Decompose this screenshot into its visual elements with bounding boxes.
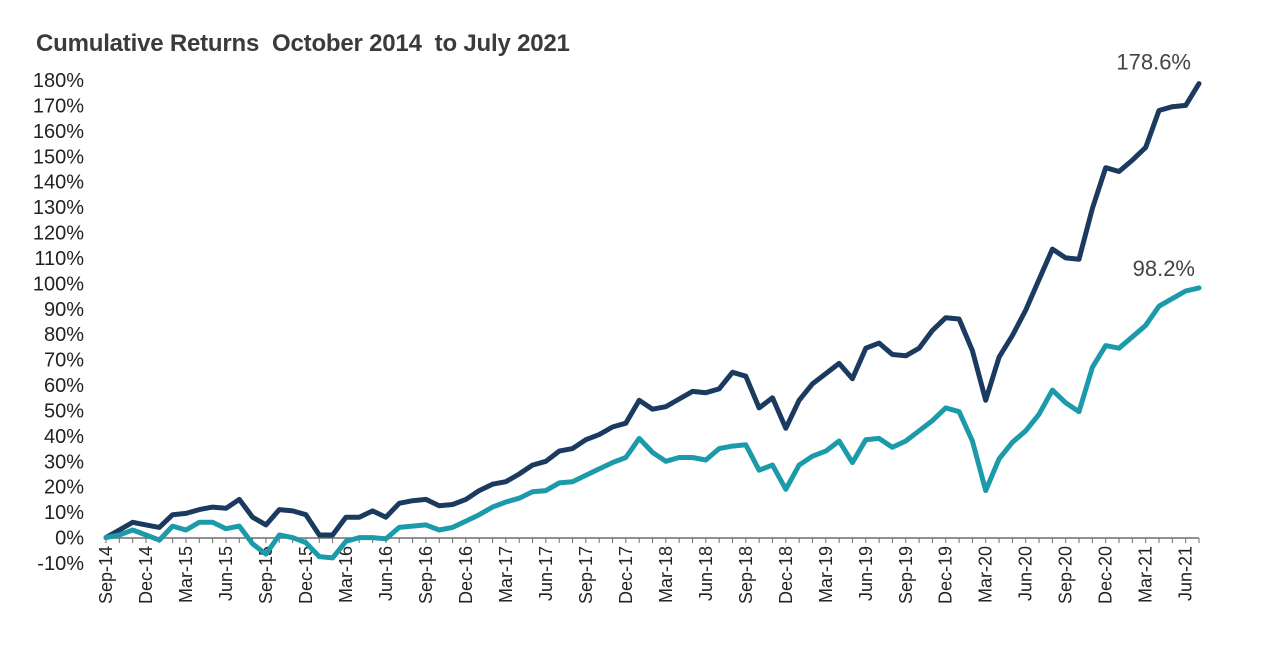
x-tick-label: Sep-16 [416, 546, 436, 604]
y-tick-label: 50% [44, 400, 84, 422]
x-tick-label: Sep-19 [896, 546, 916, 604]
x-tick-label: Mar-16 [336, 546, 356, 603]
x-tick-label: Jun-16 [376, 546, 396, 601]
y-tick-label: 70% [44, 350, 84, 372]
y-tick-label: 60% [44, 375, 84, 397]
x-tick-label: Dec-15 [296, 546, 316, 604]
y-tick-label: 130% [33, 197, 84, 219]
y-tick-label: 40% [44, 426, 84, 448]
x-tick-label: Mar-20 [976, 546, 996, 603]
y-tick-label: 150% [33, 146, 84, 168]
y-tick-label: -10% [37, 553, 84, 575]
x-tick-label: Jun-21 [1176, 546, 1196, 601]
y-tick-label: 20% [44, 477, 84, 499]
chart-title: Cumulative Returns October 2014 to July … [36, 30, 570, 57]
x-tick-label: Mar-19 [816, 546, 836, 603]
y-tick-label: 0% [55, 528, 84, 550]
x-tick-label: Jun-19 [856, 546, 876, 601]
x-tick-label: Sep-17 [576, 546, 596, 604]
y-tick-label: 10% [44, 502, 84, 524]
y-tick-label: 30% [44, 451, 84, 473]
series-line-1 [103, 81, 1202, 541]
x-tick-label: Sep-18 [736, 546, 756, 604]
series-line-2 [103, 285, 1202, 561]
y-tick-label: 170% [33, 95, 84, 117]
x-tick-label: Jun-15 [216, 546, 236, 601]
x-tick-label: Dec-17 [616, 546, 636, 604]
x-tick-label: Dec-14 [136, 546, 156, 604]
x-tick-label: Jun-17 [536, 546, 556, 601]
end-value-label-1: 178.6% [1116, 50, 1191, 75]
x-tick-label: Dec-19 [936, 546, 956, 604]
x-tick-label: Dec-16 [456, 546, 476, 604]
x-tick-label: Sep-20 [1056, 546, 1076, 604]
x-tick-label: Sep-14 [96, 546, 116, 604]
y-tick-label: 160% [33, 121, 84, 143]
x-tick-label: Dec-18 [776, 546, 796, 604]
x-tick-label: Jun-20 [1016, 546, 1036, 601]
x-tick-label: Mar-15 [176, 546, 196, 603]
x-tick-label: Sep-15 [256, 546, 276, 604]
x-tick-label: Mar-18 [656, 546, 676, 603]
y-tick-label: 80% [44, 324, 84, 346]
x-axis: Sep-14 Dec-14 Mar-15 Jun-15 Sep-15 Dec-15 Mar-… [96, 537, 1200, 604]
x-tick-label: Mar-21 [1136, 546, 1156, 603]
y-axis: -10% 0% 10% 20% 30% 40% 50% 60% 70% 80% 90% 100% 110… [33, 70, 84, 575]
end-labels: 178.6% 98.2% [1116, 50, 1195, 281]
y-tick-label: 180% [33, 70, 84, 92]
y-tick-label: 100% [33, 273, 84, 295]
y-tick-label: 110% [34, 248, 84, 270]
series-lines [103, 81, 1202, 561]
y-tick-label: 90% [44, 299, 84, 321]
x-tick-label: Mar-17 [496, 546, 516, 603]
y-tick-label: 120% [33, 223, 84, 245]
x-tick-label: Jun-18 [696, 546, 716, 601]
x-tick-label: Dec-20 [1096, 546, 1116, 604]
y-tick-label: 140% [33, 172, 84, 194]
end-value-label-2: 98.2% [1133, 256, 1195, 281]
